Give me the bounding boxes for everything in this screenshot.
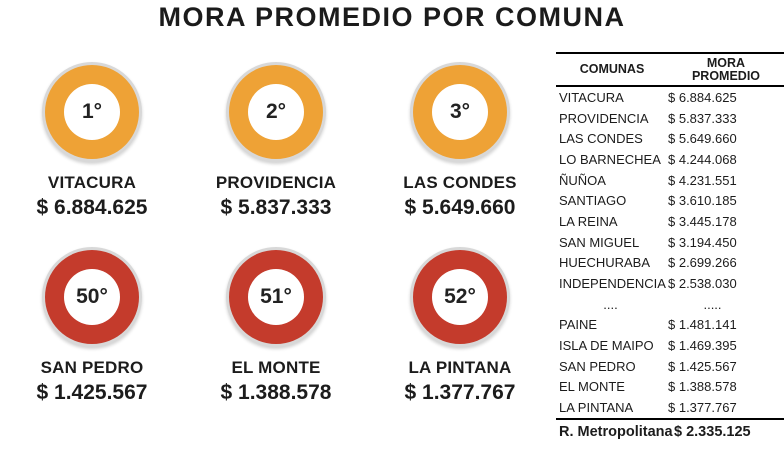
cell-mora-promedio: $ 5.649.660 — [668, 131, 737, 147]
rank-hole: 52° — [432, 269, 488, 325]
table-row: LAS CONDES $ 5.649.660 — [556, 128, 784, 149]
rank-label: 52° — [444, 285, 476, 308]
table-row: VITACURA $ 6.884.625 — [556, 87, 784, 108]
rank-donut: 3° — [410, 62, 510, 162]
cell-mora-promedio: $ 2.538.030 — [668, 276, 737, 292]
table-row: PAINE $ 1.481.141 — [556, 315, 784, 336]
footer-region-label: R. Metropolitana — [559, 424, 673, 440]
table-row: INDEPENDENCIA $ 2.538.030 — [556, 273, 784, 294]
cell-comuna: LA REINA — [559, 213, 618, 229]
comuna-mora-value: $ 5.837.333 — [220, 196, 332, 219]
bottom-rank-badges: 50° SAN PEDRO $ 1.425.567 51° EL MONTE $ 1.38… — [0, 247, 552, 405]
col-header-mora-promedio: MORA PROMEDIO — [691, 55, 761, 83]
comuna-mora-value: $ 5.649.660 — [404, 196, 516, 219]
table-row: LA PINTANA $ 1.377.767 — [556, 397, 784, 418]
comuna-badge: 3° LAS CONDES $ 5.649.660 — [368, 62, 552, 220]
rank-hole: 50° — [64, 269, 120, 325]
cell-comuna: PAINE — [559, 317, 598, 333]
cell-mora-promedio: $ 5.837.333 — [668, 110, 737, 126]
cell-comuna: LA PINTANA — [559, 400, 634, 416]
comuna-name: PROVIDENCIA — [215, 173, 337, 192]
cell-mora-promedio: $ 1.377.767 — [668, 400, 737, 416]
cell-comuna: SANTIAGO — [559, 193, 627, 209]
comuna-mora-value: $ 6.884.625 — [36, 196, 148, 219]
cell-comuna: HUECHURABA — [559, 255, 651, 271]
comuna-name: EL MONTE — [231, 358, 321, 377]
table-row: EL MONTE $ 1.388.578 — [556, 377, 784, 398]
table-header: COMUNAS MORA PROMEDIO — [556, 52, 784, 87]
cell-comuna: SAN PEDRO — [559, 358, 636, 374]
table-row: PROVIDENCIA $ 5.837.333 — [556, 108, 784, 129]
footer-region-value: $ 2.335.125 — [674, 424, 751, 440]
cell-comuna: .... — [603, 296, 618, 312]
comuna-name: VITACURA — [47, 173, 137, 192]
table-row: ISLA DE MAIPO $ 1.469.395 — [556, 335, 784, 356]
rank-hole: 1° — [64, 84, 120, 140]
cell-mora-promedio: $ 1.425.567 — [668, 358, 737, 374]
cell-mora-promedio: ..... — [703, 296, 722, 312]
table-body: VITACURA $ 6.884.625 PROVIDENCIA $ 5.837.33… — [556, 87, 784, 418]
table-row: SANTIAGO $ 3.610.185 — [556, 190, 784, 211]
table-row: SAN MIGUEL $ 3.194.450 — [556, 232, 784, 253]
table-row: SAN PEDRO $ 1.425.567 — [556, 356, 784, 377]
rank-hole: 3° — [432, 84, 488, 140]
table-row: HUECHURABA $ 2.699.266 — [556, 253, 784, 274]
rank-label: 50° — [76, 285, 108, 308]
rank-label: 3° — [449, 100, 471, 123]
cell-mora-promedio: $ 3.194.450 — [668, 234, 737, 250]
cell-mora-promedio: $ 1.388.578 — [668, 379, 737, 395]
cell-comuna: VITACURA — [559, 89, 624, 105]
comuna-badge: 50° SAN PEDRO $ 1.425.567 — [0, 247, 184, 405]
comuna-badge: 52° LA PINTANA $ 1.377.767 — [368, 247, 552, 405]
cell-mora-promedio: $ 2.699.266 — [668, 255, 737, 271]
comuna-mora-value: $ 1.425.567 — [36, 381, 148, 404]
rank-hole: 2° — [248, 84, 304, 140]
col-header-comunas: COMUNAS — [579, 62, 645, 76]
table-row: ÑUÑOA $ 4.231.551 — [556, 170, 784, 191]
rank-hole: 51° — [248, 269, 304, 325]
comuna-badge: 2° PROVIDENCIA $ 5.837.333 — [184, 62, 368, 220]
rank-label: 51° — [260, 285, 292, 308]
rank-donut: 52° — [410, 247, 510, 347]
comuna-name: LA PINTANA — [408, 358, 512, 377]
cell-comuna: ÑUÑOA — [559, 172, 606, 188]
rank-donut: 51° — [226, 247, 326, 347]
table-row: LO BARNECHEA $ 4.244.068 — [556, 149, 784, 170]
table-footer-row: R. Metropolitana $ 2.335.125 — [556, 418, 784, 440]
table-row-ellipsis: ......... — [556, 294, 784, 315]
comuna-name: SAN PEDRO — [40, 358, 144, 377]
rank-donut: 2° — [226, 62, 326, 162]
comunas-table: COMUNAS MORA PROMEDIO VITACURA $ 6.884.62… — [556, 52, 784, 440]
page-title: MORA PROMEDIO POR COMUNA — [158, 2, 626, 32]
cell-comuna: ISLA DE MAIPO — [559, 338, 654, 354]
cell-comuna: SAN MIGUEL — [559, 234, 640, 250]
rank-label: 1° — [81, 100, 103, 123]
comuna-badge: 51° EL MONTE $ 1.388.578 — [184, 247, 368, 405]
comuna-name: LAS CONDES — [403, 173, 517, 192]
top-rank-badges: 1° VITACURA $ 6.884.625 2° PROVIDENCIA $ 5.83… — [0, 62, 552, 220]
cell-mora-promedio: $ 1.469.395 — [668, 338, 737, 354]
cell-comuna: LO BARNECHEA — [559, 151, 661, 167]
table-row: LA REINA $ 3.445.178 — [556, 211, 784, 232]
rank-donut: 1° — [42, 62, 142, 162]
comuna-badge: 1° VITACURA $ 6.884.625 — [0, 62, 184, 220]
cell-mora-promedio: $ 6.884.625 — [668, 89, 737, 105]
cell-mora-promedio: $ 4.244.068 — [668, 151, 737, 167]
cell-comuna: EL MONTE — [559, 379, 625, 395]
cell-comuna: INDEPENDENCIA — [559, 276, 666, 292]
cell-mora-promedio: $ 1.481.141 — [668, 317, 737, 333]
rank-donut: 50° — [42, 247, 142, 347]
cell-mora-promedio: $ 3.610.185 — [668, 193, 737, 209]
cell-comuna: PROVIDENCIA — [559, 110, 649, 126]
rank-label: 2° — [265, 100, 287, 123]
comuna-mora-value: $ 1.388.578 — [220, 381, 332, 404]
cell-mora-promedio: $ 4.231.551 — [668, 172, 737, 188]
comuna-mora-value: $ 1.377.767 — [404, 381, 516, 404]
cell-comuna: LAS CONDES — [559, 131, 643, 147]
cell-mora-promedio: $ 3.445.178 — [668, 213, 737, 229]
